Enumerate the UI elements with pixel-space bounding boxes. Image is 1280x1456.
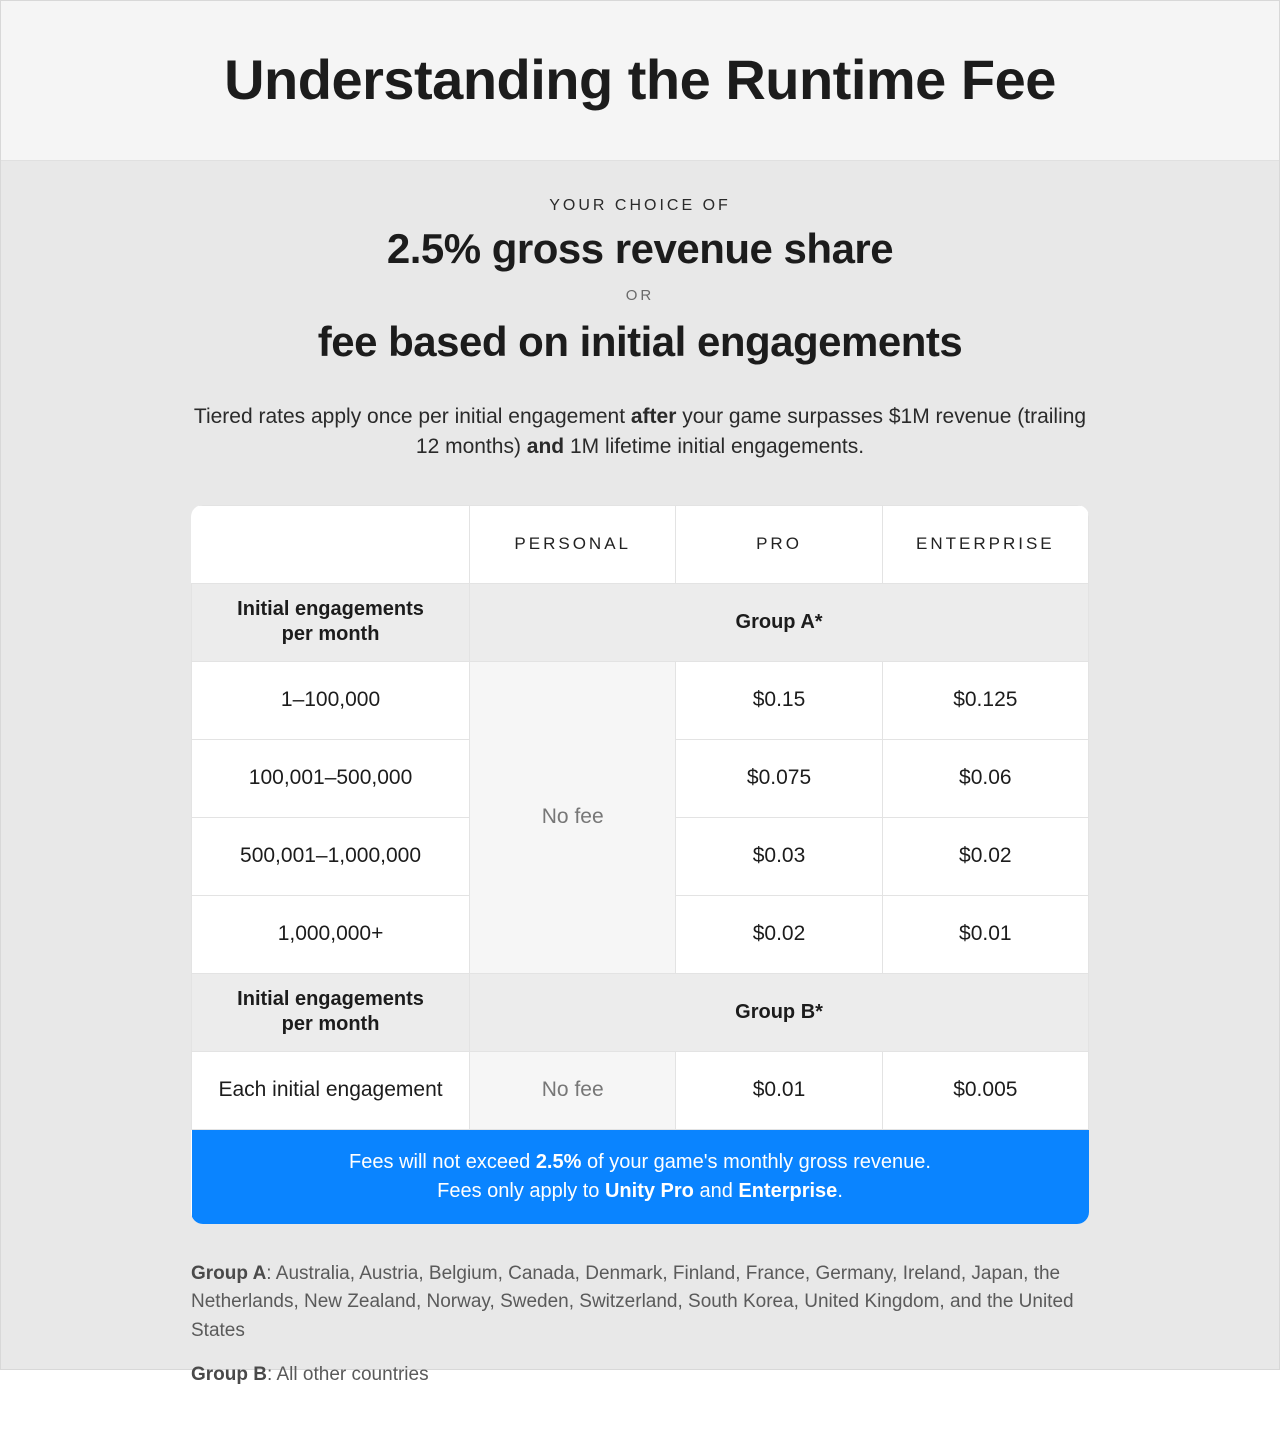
price-enterprise: $0.125 — [882, 661, 1088, 739]
group-a-label: Group A* — [470, 583, 1089, 661]
price-pro: $0.075 — [676, 739, 882, 817]
price-enterprise: $0.02 — [882, 817, 1088, 895]
footer-l1b: 2.5% — [536, 1151, 582, 1173]
col-head-pro: PRO — [676, 505, 882, 583]
footnote-group-a: Group A: Australia, Austria, Belgium, Ca… — [191, 1260, 1089, 1346]
explain-pre: Tiered rates apply once per initial enga… — [194, 405, 631, 428]
personal-no-fee-b: No fee — [470, 1051, 676, 1129]
engagements-label-l1: Initial engagements — [237, 598, 424, 620]
footer-l2b: Unity Pro — [605, 1180, 694, 1202]
price-enterprise: $0.01 — [882, 895, 1088, 973]
group-a-subhead: Initial engagements per month Group A* — [192, 583, 1089, 661]
footer-l2d: Enterprise — [738, 1180, 837, 1202]
footer-l2e: . — [837, 1180, 843, 1202]
engagements-label-l2: per month — [282, 1013, 380, 1035]
price-enterprise: $0.005 — [882, 1051, 1088, 1129]
personal-no-fee-a: No fee — [470, 661, 676, 973]
tier-label: 100,001–500,000 — [192, 739, 470, 817]
price-pro: $0.15 — [676, 661, 882, 739]
engagements-label-l1: Initial engagements — [237, 988, 424, 1010]
group-b-subhead: Initial engagements per month Group B* — [192, 973, 1089, 1051]
footnote-a-label: Group A — [191, 1263, 266, 1284]
choice-eyebrow: YOUR CHOICE OF — [191, 197, 1089, 215]
group-b-label: Group B* — [470, 973, 1089, 1051]
engagements-label-l2: per month — [282, 623, 380, 645]
price-enterprise: $0.06 — [882, 739, 1088, 817]
explainer-text: Tiered rates apply once per initial enga… — [191, 402, 1089, 463]
tier-label: 1,000,000+ — [192, 895, 470, 973]
footnote-a-text: : Australia, Austria, Belgium, Canada, D… — [191, 1263, 1074, 1341]
col-head-enterprise: ENTERPRISE — [882, 505, 1088, 583]
footer-l1a: Fees will not exceed — [349, 1151, 536, 1173]
explain-post: 1M lifetime initial engagements. — [564, 435, 864, 458]
table-header-row: PERSONAL PRO ENTERPRISE — [192, 505, 1089, 583]
col-head-blank — [192, 505, 470, 583]
choice-option-2: fee based on initial engagements — [191, 318, 1089, 366]
footnote-b-label: Group B — [191, 1364, 267, 1385]
pricing-table: PERSONAL PRO ENTERPRISE Initial engageme… — [191, 505, 1089, 1224]
table-row: 1–100,000 No fee $0.15 $0.125 — [192, 661, 1089, 739]
footnote-b-text: : All other countries — [267, 1364, 429, 1385]
explain-bold-after: after — [631, 405, 677, 428]
tier-label: 500,001–1,000,000 — [192, 817, 470, 895]
footer-l1c: of your game's monthly gross revenue. — [581, 1151, 931, 1173]
engagements-label: Initial engagements per month — [192, 973, 470, 1051]
footnote-group-b: Group B: All other countries — [191, 1361, 1089, 1390]
choice-option-1: 2.5% gross revenue share — [191, 225, 1089, 273]
choice-or: OR — [191, 287, 1089, 304]
footer-l2a: Fees only apply to — [437, 1180, 605, 1202]
page-container: Understanding the Runtime Fee YOUR CHOIC… — [0, 0, 1280, 1370]
page-title: Understanding the Runtime Fee — [1, 47, 1279, 112]
explain-bold-and: and — [527, 435, 564, 458]
footer-l2c: and — [694, 1180, 738, 1202]
tier-label: 1–100,000 — [192, 661, 470, 739]
col-head-personal: PERSONAL — [470, 505, 676, 583]
engagements-label: Initial engagements per month — [192, 583, 470, 661]
footnotes: Group A: Australia, Austria, Belgium, Ca… — [191, 1260, 1089, 1390]
price-pro: $0.02 — [676, 895, 882, 973]
table-row: Each initial engagement No fee $0.01 $0.… — [192, 1051, 1089, 1129]
price-pro: $0.03 — [676, 817, 882, 895]
content-area: YOUR CHOICE OF 2.5% gross revenue share … — [1, 161, 1279, 1456]
table-footer-bar: Fees will not exceed 2.5% of your game's… — [192, 1129, 1089, 1224]
price-pro: $0.01 — [676, 1051, 882, 1129]
header-band: Understanding the Runtime Fee — [1, 1, 1279, 161]
tier-label: Each initial engagement — [192, 1051, 470, 1129]
